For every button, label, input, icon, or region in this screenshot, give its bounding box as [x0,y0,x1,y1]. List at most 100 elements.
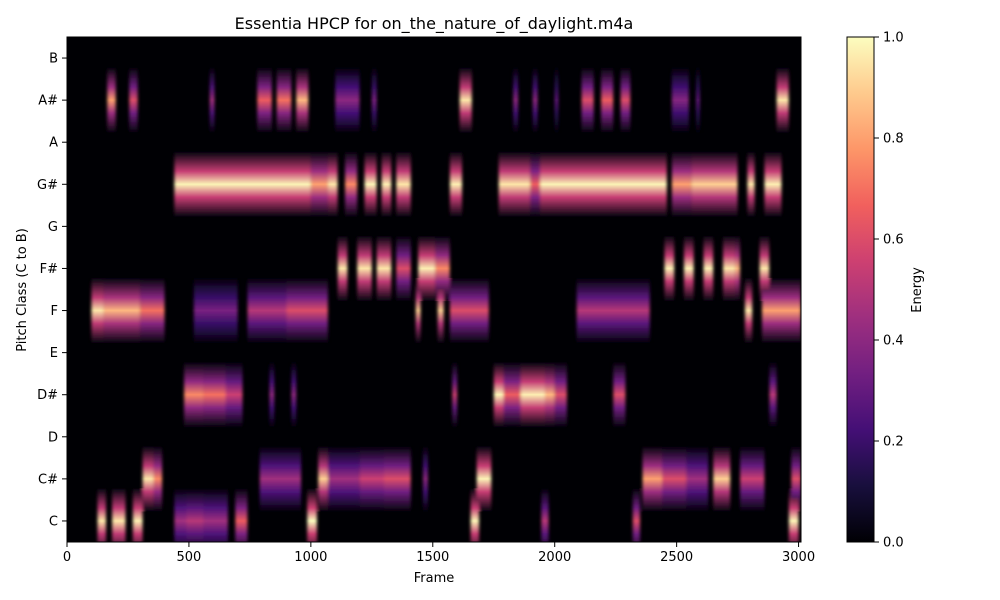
heatmap-segment [203,488,228,542]
x-axis-label: Frame [414,571,455,586]
heatmap-segment [371,67,377,133]
heatmap-segment [357,235,372,302]
y-tick-label: G [48,220,58,235]
heatmap-segment [327,446,360,512]
heatmap-segment [423,446,428,512]
heatmap-segment [91,277,104,344]
heatmap-segment [744,277,753,344]
heatmap-segment [257,67,272,133]
y-tick-label: A [49,136,58,151]
y-tick-label: C# [38,472,58,487]
heatmap-segment [576,277,650,344]
heatmap-segment [291,362,297,428]
y-tick-label: F# [40,262,58,277]
heatmap-segment [662,446,687,512]
heatmap-segment [449,151,463,217]
heatmap-segment [613,362,626,428]
heatmap-segment [307,488,317,542]
x-ticks: 0 500 1000 1500 2000 2500 3000 [63,542,815,565]
heatmap-segment [735,235,741,302]
colorbar-label: Energy [910,267,925,313]
heatmap-segment [259,446,302,512]
heatmap-segment [683,235,694,302]
heatmap-segment [418,235,436,302]
heatmap-segment [364,151,377,217]
heatmap-segment [269,362,275,428]
y-tick-label: C [49,514,58,529]
heatmap-segment [554,67,559,133]
heatmap-segment [247,277,287,344]
heatmap-segment [540,151,667,217]
x-tick-label: 2500 [660,550,693,565]
heatmap-segment [184,362,204,428]
heatmap-segment [132,488,143,542]
heatmap-segment [788,488,799,542]
heatmap-segment [686,446,709,512]
heatmap-segment [142,446,154,512]
heatmap-segment [740,446,765,512]
y-tick-label: D# [37,388,58,403]
heatmap-segment [186,488,204,542]
heatmap-segment [791,446,801,512]
y-tick-label: E [50,346,58,361]
heatmap-segment [747,151,755,217]
x-tick-label: 1000 [294,550,327,565]
x-tick-label: 1500 [416,550,449,565]
heatmap-segment [449,277,489,344]
heatmap-segment [235,488,248,542]
colorbar-tick-label: 0.4 [883,334,904,349]
heatmap-segment [129,67,138,133]
colorbar [846,36,875,543]
heatmap-segment [722,235,736,302]
heatmap-segment [140,277,165,344]
heatmap-segment [396,151,411,217]
heatmap-segment [544,362,555,428]
heatmap-segment [327,151,338,217]
heatmap-segment [209,67,215,133]
heatmap-segment [107,67,116,133]
x-tick-label: 3000 [782,550,815,565]
x-tick-label: 500 [177,550,202,565]
heatmap-segment [671,67,689,133]
y-tick-label: G# [37,178,58,193]
heatmap-segment [601,67,614,133]
heatmap-segment [174,151,311,217]
heatmap-segment [396,235,411,302]
y-axis-label: Pitch Class (C to B) [15,228,30,352]
heatmap-segment [671,151,692,217]
colorbar-ticks: 0.0 0.2 0.4 0.6 0.8 1.0 [874,31,904,551]
heatmap-segment [470,488,480,542]
x-tick-label: 2000 [538,550,571,565]
heatmap-segment [225,362,243,428]
heatmap-segment [620,67,631,133]
heatmap-segment [498,151,531,217]
heatmap-segment [769,362,777,428]
heatmap-segment [437,277,444,344]
y-tick-label: A# [38,94,58,109]
heatmap-segment [776,67,789,133]
chart-title: Essentia HPCP for on_the_nature_of_dayli… [235,14,634,34]
heatmap-segment [530,151,541,217]
colorbar-tick-label: 0.0 [883,536,904,551]
heatmap-segment [296,67,309,133]
heatmap-segment [520,362,545,428]
heatmap-segment [97,488,107,542]
heatmap-segment [713,446,731,512]
y-tick-label: F [51,304,58,319]
x-tick-label: 0 [63,550,71,565]
heatmap-segment [664,235,675,302]
heatmap-segment [493,362,504,428]
heatmap-segment [513,67,519,133]
heatmap-segment [459,67,472,133]
heatmap-segment [344,151,358,217]
heatmap-segment [541,488,549,542]
heatmap-segment [415,277,421,344]
heatmap-segment [759,235,770,302]
heatmap-segment [384,446,411,512]
y-tick-label: D [48,430,58,445]
colorbar-tick-label: 1.0 [883,31,904,46]
y-ticks: C C# D D# E F F# G G# A A# B [37,52,67,529]
heatmap-segment [337,235,348,302]
heatmap-segment [452,362,458,428]
